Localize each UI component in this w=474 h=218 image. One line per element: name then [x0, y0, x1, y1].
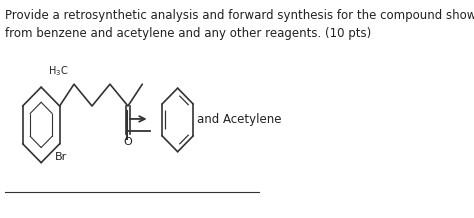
Text: Provide a retrosynthetic analysis and forward synthesis for the compound shown b: Provide a retrosynthetic analysis and fo…: [5, 9, 474, 40]
Text: O: O: [124, 137, 132, 147]
Text: and Acetylene: and Acetylene: [197, 113, 282, 126]
Text: Br: Br: [55, 152, 67, 162]
Text: H$_3$C: H$_3$C: [48, 64, 68, 78]
